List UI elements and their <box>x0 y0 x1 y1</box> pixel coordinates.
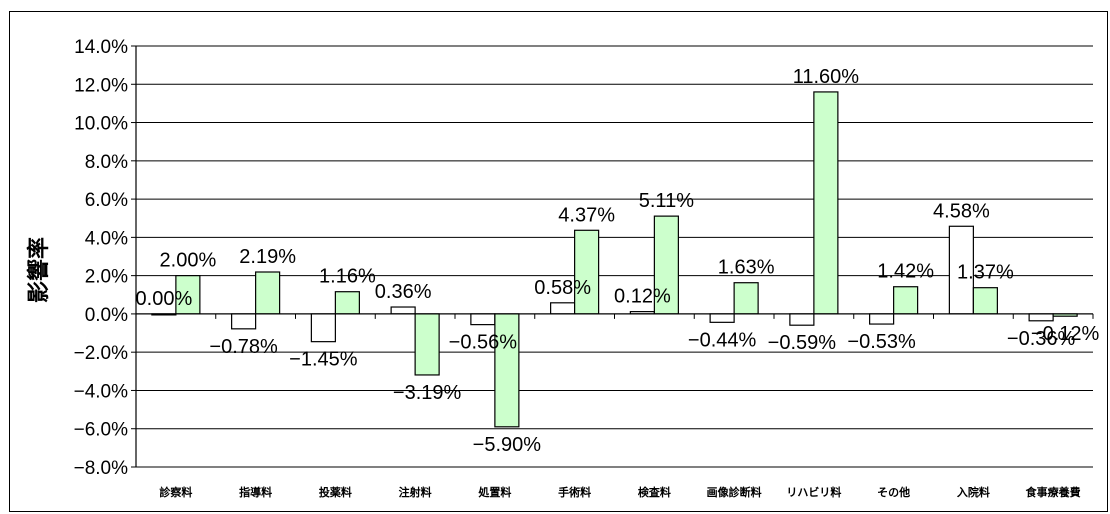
y-tick-label: 8.0% <box>85 152 128 173</box>
data-label-series-1-8: −0.44% <box>688 329 757 351</box>
bar-series-2-8 <box>733 282 759 315</box>
bar-series-2-2 <box>255 271 281 315</box>
data-label-series-1-2: −0.78% <box>209 336 278 358</box>
bar-series-1-6 <box>550 302 576 315</box>
data-label-series-2-8: 1.63% <box>718 257 775 279</box>
bar-series-2-6 <box>574 229 600 315</box>
y-tick-label: 14.0% <box>74 37 128 58</box>
data-label-series-2-1: 2.00% <box>160 250 217 272</box>
data-label-series-2-4: −3.19% <box>393 382 462 404</box>
bar-series-2-4 <box>414 313 440 376</box>
bar-chart: 14.0% 12.0% 10.0% 8.0% 6.0% 4.0% 2.0% 0.0% −2.0%… <box>26 37 1100 499</box>
data-label-series-2-5: −5.90% <box>473 434 542 456</box>
data-label-series-2-10: 1.42% <box>877 261 934 283</box>
data-label-series-2-9: 11.60% <box>793 66 860 88</box>
category-label: 処置料 <box>477 485 511 499</box>
category-label: 指導料 <box>239 485 272 499</box>
y-tick-label: 2.0% <box>85 267 128 288</box>
category-label: 入院料 <box>957 485 990 499</box>
data-label-series-1-5: −0.56% <box>449 332 518 354</box>
data-labels: 0.00% −0.78% −1.45% 0.36% −0.56% 0.58% 0.12% −0… <box>136 66 1100 456</box>
data-label-series-2-7: 5.11% <box>639 190 694 212</box>
category-label: リハビリ料 <box>786 485 841 499</box>
bar-series-2-1 <box>175 275 201 315</box>
chart-frame: 14.0% 12.0% 10.0% 8.0% 6.0% 4.0% 2.0% 0.0% −2.0%… <box>9 11 1108 512</box>
y-tick-label: 12.0% <box>74 75 128 96</box>
bar-series-1-9 <box>789 313 815 326</box>
category-label: その他 <box>877 485 910 499</box>
data-label-series-1-7: 0.12% <box>614 286 671 308</box>
bar-series-2-3 <box>334 291 360 315</box>
bar-series-1-2 <box>231 313 257 330</box>
bar-series-1-11 <box>948 225 974 315</box>
bar-series-1-5 <box>470 313 496 326</box>
data-label-series-1-12: −0.36% <box>1007 328 1076 350</box>
bar-series-2-7 <box>653 215 679 315</box>
y-tick-label: −6.0% <box>74 420 129 441</box>
category-label: 手術料 <box>558 485 591 499</box>
bar-series-1-3 <box>310 313 336 343</box>
data-label-series-1-6: 0.58% <box>534 277 591 299</box>
data-label-series-1-9: −0.59% <box>768 332 837 354</box>
y-tick-label: −4.0% <box>74 381 129 402</box>
y-tick-label: 4.0% <box>85 228 128 249</box>
y-tick-label: 0.0% <box>85 305 128 326</box>
y-axis-tick-labels: 14.0% 12.0% 10.0% 8.0% 6.0% 4.0% 2.0% 0.0% −2.0%… <box>74 37 129 479</box>
data-label-series-2-11: 1.37% <box>957 262 1014 284</box>
bar-series-2-10 <box>893 286 919 315</box>
category-labels: 診察料 指導料 投薬料 注射料 処置料 手術料 検査料 画像診断料 リハビリ料 その他 入院料 食事療… <box>159 485 1080 499</box>
bar-series-1-4 <box>390 306 416 315</box>
bar-series-2-11 <box>972 287 998 315</box>
gridlines <box>136 45 1093 468</box>
y-tick-label: 10.0% <box>74 114 128 135</box>
data-label-series-2-6: 4.37% <box>558 204 615 226</box>
y-axis-title: 影響率 <box>26 237 52 303</box>
y-tick-label: −2.0% <box>74 343 129 364</box>
y-tick-label: 6.0% <box>85 190 128 211</box>
data-label-series-1-1: 0.00% <box>136 288 193 310</box>
bar-series-2-9 <box>813 91 839 315</box>
category-label: 診察料 <box>159 485 192 499</box>
data-label-series-2-2: 2.19% <box>239 246 296 268</box>
category-label: 注射料 <box>399 485 432 499</box>
data-label-series-2-12: −0.12% <box>1031 323 1100 345</box>
data-label-series-1-4: 0.36% <box>375 281 432 303</box>
bar-series-1-12 <box>1028 313 1054 322</box>
data-label-series-1-3: −1.45% <box>289 349 358 371</box>
bar-series-1-8 <box>709 313 735 323</box>
y-tick-label: −8.0% <box>74 458 129 479</box>
data-label-series-1-10: −0.53% <box>847 331 916 353</box>
category-label: 投薬料 <box>319 485 352 499</box>
category-label: 食事療養費 <box>1026 485 1081 499</box>
data-label-series-1-11: 4.58% <box>933 200 990 222</box>
bar-series-1-10 <box>869 313 895 325</box>
category-label: 画像診断料 <box>707 485 762 499</box>
data-label-series-2-3: 1.16% <box>319 266 376 288</box>
category-label: 検査料 <box>638 485 671 499</box>
axes <box>131 45 1094 468</box>
